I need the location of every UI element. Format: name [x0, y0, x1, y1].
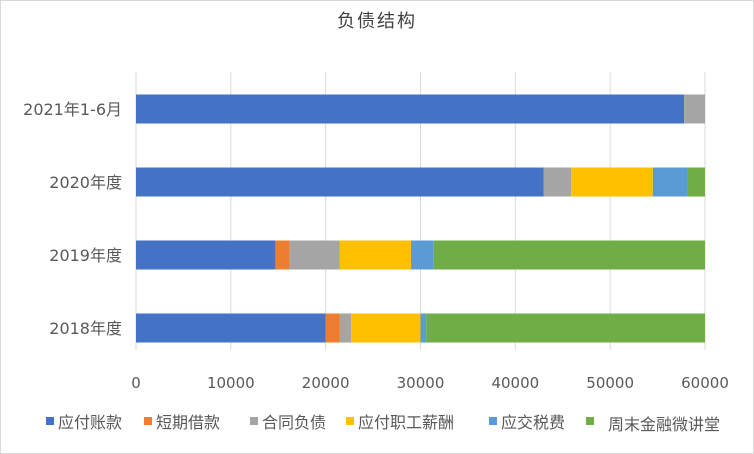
x-tick-label: 40000: [491, 374, 539, 392]
bar-segment-应付职工薪酬-2019年度: [339, 240, 412, 270]
legend-swatch: [489, 417, 497, 425]
category-label: 2019年度: [49, 246, 122, 265]
legend-swatch: [46, 417, 54, 425]
x-tick-label: 0: [131, 374, 141, 392]
bar-segment-应付职工薪酬-2020年度: [571, 167, 653, 197]
bar-series: [136, 94, 705, 343]
bar-segment-应交税费-2019年度: [411, 240, 434, 270]
bar-segment-series-6-2020年度: [687, 167, 705, 197]
bar-segment-合同负债-2021年1-6月: [684, 94, 705, 124]
bar-segment-合同负债-2018年度: [339, 313, 352, 343]
x-tick-label: 10000: [207, 374, 255, 392]
bar-segment-短期借款-2018年度: [325, 313, 340, 343]
legend-swatch: [144, 417, 152, 425]
legend-label: 应交税费: [501, 413, 565, 432]
category-label: 2020年度: [49, 173, 122, 192]
legend-label: 应付账款: [58, 413, 122, 432]
legend-label: 短期借款: [156, 413, 220, 432]
legend-label: 合同负债: [262, 413, 326, 432]
bar-segment-series-6-2019年度: [433, 240, 705, 270]
legend: 应付账款 短期借款 合同负债 应付职工薪酬 应交税费: [46, 413, 594, 432]
bar-segment-应付账款-2021年1-6月: [136, 94, 685, 124]
bar-segment-合同负债-2020年度: [543, 167, 572, 197]
bar-segment-合同负债-2019年度: [289, 240, 340, 270]
bar-segment-应交税费-2020年度: [652, 167, 688, 197]
bar-segment-应付账款-2020年度: [136, 167, 544, 197]
x-tick-label: 30000: [397, 374, 445, 392]
x-tick-label: 20000: [302, 374, 350, 392]
category-label: 2021年1-6月: [23, 100, 122, 119]
x-axis-tick-labels: 0 10000 20000 30000 40000 50000 60000: [131, 374, 729, 392]
bar-segment-series-6-2018年度: [426, 313, 705, 343]
x-tick-label: 60000: [681, 374, 729, 392]
bar-segment-短期借款-2019年度: [275, 240, 290, 270]
watermark-text: 周末金融微讲堂: [606, 411, 723, 435]
legend-swatch: [250, 417, 258, 425]
bar-segment-应付职工薪酬-2018年度: [351, 313, 421, 343]
x-tick-label: 50000: [586, 374, 634, 392]
chart-title: 负债结构: [337, 11, 417, 32]
legend-swatch: [586, 417, 594, 425]
legend-label: 应付职工薪酬: [358, 413, 454, 432]
category-label: 2018年度: [49, 319, 122, 338]
category-labels: 2021年1-6月 2020年度 2019年度 2018年度: [23, 100, 122, 338]
bar-segment-应付账款-2018年度: [136, 313, 326, 343]
bar-segment-应交税费-2018年度: [420, 313, 427, 343]
legend-swatch: [346, 417, 354, 425]
bar-segment-应付账款-2019年度: [136, 240, 276, 270]
